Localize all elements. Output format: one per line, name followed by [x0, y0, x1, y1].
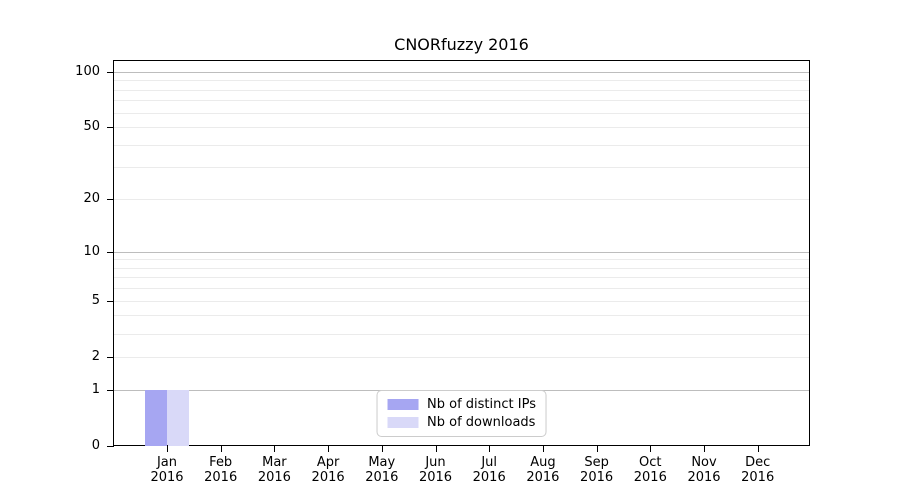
x-tick-mark [381, 445, 383, 452]
minor-gridline [114, 199, 809, 200]
x-tick-label: Nov 2016 [669, 455, 739, 485]
x-tick-mark [328, 445, 330, 452]
x-tick-label-year: 2016 [365, 470, 399, 485]
plot-area: 0 1 2 5 10 20 50 100 Jan 2016 Feb 2016 Mar 2016 Apr 20… [75, 60, 810, 485]
minor-gridline [114, 333, 809, 335]
minor-gridline [114, 127, 809, 128]
y-tick-mark [107, 445, 114, 447]
x-tick-label-year: 2016 [311, 470, 345, 485]
x-tick-label-month: Feb [209, 455, 233, 470]
minor-gridline [114, 112, 809, 114]
minor-gridline [114, 144, 809, 146]
x-tick-label-year: 2016 [580, 470, 614, 485]
minor-gridline [114, 167, 809, 169]
y-tick-mark [107, 127, 114, 128]
y-tick-mark [107, 199, 114, 200]
y-tick-label: 20 [83, 191, 100, 206]
y-tick-mark [107, 251, 114, 253]
x-tick-mark [167, 445, 168, 452]
major-gridline [114, 71, 809, 73]
x-tick-label: Sep 2016 [562, 455, 632, 485]
x-tick-label: Aug 2016 [508, 455, 578, 485]
y-tick-label: 5 [91, 292, 100, 308]
x-tick-label-year: 2016 [204, 470, 238, 485]
y-tick-label: 100 [75, 63, 100, 79]
y-tick-label: 0 [91, 437, 100, 453]
minor-gridline [114, 267, 809, 269]
minor-gridline [114, 100, 809, 102]
x-tick-label-year: 2016 [472, 470, 506, 485]
legend-swatch [387, 417, 419, 428]
x-tick-mark [489, 445, 491, 452]
x-tick-label: Mar 2016 [239, 455, 309, 485]
y-tick-label: 2 [91, 348, 100, 364]
minor-gridline [114, 277, 809, 279]
y-tick-mark [107, 71, 114, 73]
x-tick-label-year: 2016 [687, 470, 721, 485]
x-tick-mark [274, 445, 276, 452]
x-tick-mark [220, 445, 222, 452]
bar [167, 389, 189, 446]
x-tick-mark [650, 445, 652, 452]
y-tick-mark [107, 300, 114, 302]
y-tick-label: 1 [91, 381, 100, 397]
legend-swatch [387, 399, 419, 410]
x-tick-label-year: 2016 [633, 470, 667, 485]
legend-entry: Nb of downloads [387, 415, 536, 430]
major-gridline [114, 251, 809, 253]
x-tick-label-year: 2016 [150, 470, 184, 485]
x-tick-label: Oct 2016 [615, 455, 685, 485]
y-tick-label: 50 [83, 119, 100, 134]
legend-entry: Nb of distinct IPs [387, 397, 536, 412]
minor-gridline [114, 80, 809, 82]
minor-gridline [114, 288, 809, 290]
x-tick-label-month: Oct [639, 455, 662, 470]
minor-gridline [114, 89, 809, 91]
bar [145, 389, 167, 446]
y-tick-label: 10 [83, 243, 100, 259]
x-tick-label: May 2016 [347, 455, 417, 485]
x-tick-mark [542, 445, 544, 452]
x-tick-label: Apr 2016 [293, 455, 363, 485]
x-tick-label-month: Jul [481, 455, 498, 470]
x-tick-label-month: Jun [425, 455, 446, 470]
x-tick-label-month: Nov [691, 455, 717, 470]
x-tick-label-month: Aug [530, 455, 556, 470]
minor-gridline [114, 315, 809, 317]
x-tick-mark [757, 445, 759, 452]
minor-gridline [114, 259, 809, 261]
legend: Nb of distinct IPs Nb of downloads [376, 390, 547, 437]
chart-title: CNORfuzzy 2016 [394, 35, 529, 54]
legend-label: Nb of downloads [427, 415, 536, 430]
x-tick-label-month: May [368, 455, 396, 470]
x-tick-label: Jun 2016 [401, 455, 471, 485]
x-tick-label: Jul 2016 [454, 455, 524, 485]
x-tick-mark [704, 445, 705, 452]
x-tick-label: Feb 2016 [186, 455, 256, 485]
x-tick-label-month: Sep [584, 455, 609, 470]
x-tick-label-year: 2016 [741, 470, 775, 485]
legend-label: Nb of distinct IPs [427, 397, 536, 412]
minor-gridline [114, 300, 809, 302]
x-tick-label-year: 2016 [418, 470, 453, 485]
y-tick-mark [107, 356, 114, 358]
x-tick-mark [596, 445, 598, 452]
minor-gridline [114, 356, 809, 358]
x-tick-label-month: Dec [745, 455, 771, 470]
x-tick-label-month: Mar [262, 455, 287, 470]
x-tick-label-year: 2016 [257, 470, 291, 485]
x-tick-label-year: 2016 [526, 470, 560, 485]
x-tick-label: Jan 2016 [132, 455, 202, 485]
y-tick-mark [107, 389, 114, 391]
x-tick-mark [435, 445, 437, 452]
x-tick-label-month: Apr [316, 455, 340, 470]
x-tick-label-month: Jan [156, 455, 178, 470]
x-tick-label: Dec 2016 [723, 455, 793, 485]
